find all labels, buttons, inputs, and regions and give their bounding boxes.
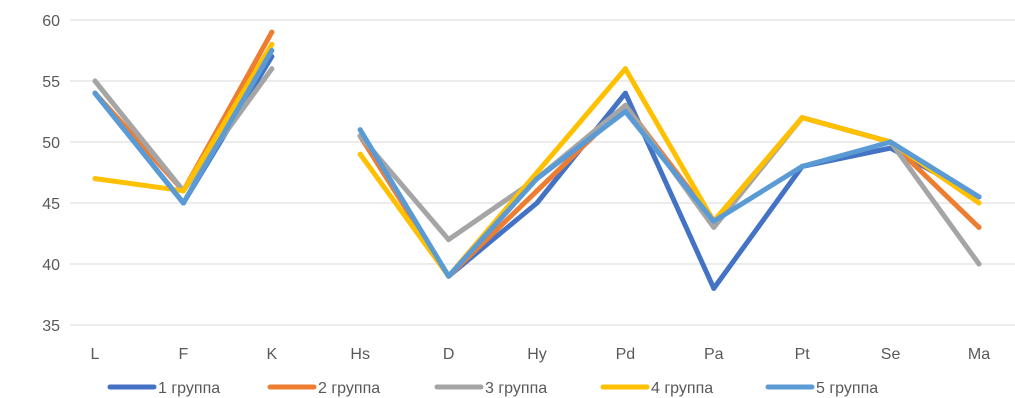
data-point xyxy=(446,273,452,279)
x-tick-label: Pd xyxy=(616,346,636,363)
data-point xyxy=(888,139,894,145)
data-point xyxy=(180,188,186,194)
y-tick-label: 40 xyxy=(42,257,60,274)
x-tick-label: Hs xyxy=(350,346,370,363)
data-point xyxy=(711,218,717,224)
data-point xyxy=(92,90,98,96)
legend-label: 4 группа xyxy=(651,380,713,397)
x-tick-label: Se xyxy=(881,346,901,363)
y-axis-ticks: 35 40 45 50 55 60 xyxy=(42,13,60,335)
data-point xyxy=(711,224,717,230)
series-3 xyxy=(92,66,982,267)
data-point xyxy=(269,48,275,53)
y-tick-label: 35 xyxy=(42,318,60,335)
legend: 1 группа 2 группа 3 группа 4 группа 5 группа xyxy=(107,380,878,397)
data-point xyxy=(622,102,628,108)
data-point xyxy=(269,66,275,72)
x-tick-label: Hy xyxy=(527,346,547,363)
data-point xyxy=(180,200,186,206)
data-point xyxy=(534,200,540,206)
series-line xyxy=(92,41,982,279)
legend-item: 5 группа xyxy=(765,380,878,397)
series-5 xyxy=(92,48,982,279)
data-point xyxy=(92,176,98,182)
legend-item: 2 группа xyxy=(267,380,380,397)
data-point xyxy=(799,163,805,169)
data-point xyxy=(622,109,628,114)
data-point xyxy=(446,237,452,243)
legend-label: 5 группа xyxy=(816,380,878,397)
x-tick-label: D xyxy=(443,346,455,363)
data-point xyxy=(711,285,717,291)
legend-label: 1 группа xyxy=(158,380,220,397)
series-4 xyxy=(92,41,982,279)
x-axis-ticks: L F K Hs D Hy Pd Pa Pt Se Ma xyxy=(91,346,991,363)
y-tick-label: 50 xyxy=(42,135,60,152)
x-tick-label: L xyxy=(91,346,100,363)
data-point xyxy=(976,200,982,206)
data-point xyxy=(534,176,540,182)
y-tick-label: 60 xyxy=(42,13,60,30)
legend-item: 1 группа xyxy=(107,380,220,397)
data-point xyxy=(269,29,275,35)
data-point xyxy=(357,151,363,157)
data-point xyxy=(976,224,982,230)
x-tick-label: Pa xyxy=(704,346,724,363)
data-point xyxy=(622,90,628,96)
data-point xyxy=(357,127,363,133)
series-line xyxy=(92,48,982,279)
data-point xyxy=(269,41,275,47)
y-tick-label: 45 xyxy=(42,196,60,213)
data-point xyxy=(92,78,98,84)
data-point xyxy=(534,188,540,194)
x-tick-label: K xyxy=(266,346,277,363)
series-lines xyxy=(92,29,982,291)
data-point xyxy=(976,194,982,200)
x-tick-label: Pt xyxy=(795,346,811,363)
data-point xyxy=(534,170,540,175)
data-point xyxy=(799,115,805,121)
legend-item: 4 группа xyxy=(600,380,713,397)
x-tick-label: Ma xyxy=(968,346,990,363)
legend-item: 3 группа xyxy=(434,380,547,397)
gridlines xyxy=(70,19,1015,326)
legend-label: 3 группа xyxy=(485,380,547,397)
x-tick-label: F xyxy=(179,346,189,363)
series-line xyxy=(92,66,982,267)
data-point xyxy=(622,66,628,72)
y-tick-label: 55 xyxy=(42,74,60,91)
data-point xyxy=(976,261,982,267)
legend-label: 2 группа xyxy=(318,380,380,397)
